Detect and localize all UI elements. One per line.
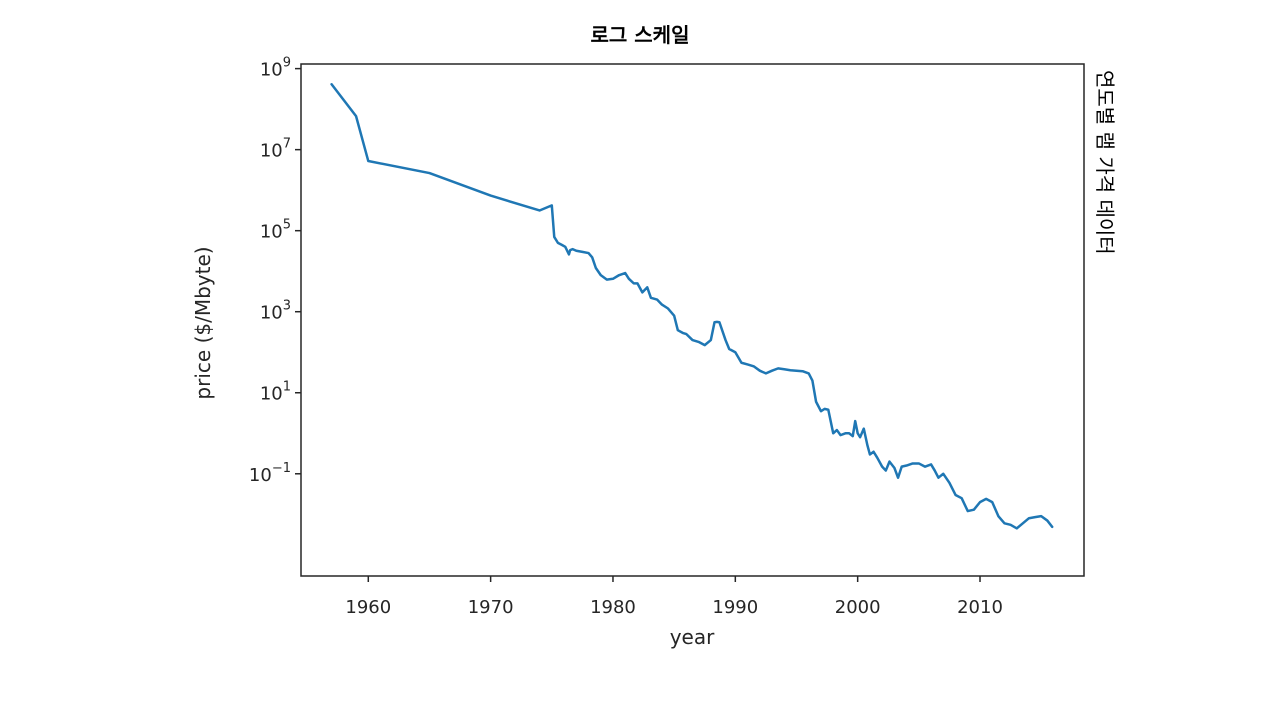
y-tick-label: 101	[260, 380, 291, 405]
y-tick-label: 103	[260, 299, 291, 324]
side-label: 연도별 램 가격 데이터	[1093, 70, 1117, 255]
x-axis-label: year	[670, 625, 715, 649]
plot-area-frame	[300, 63, 1085, 577]
y-tick-label: 105	[260, 218, 291, 243]
y-tick-label: 107	[260, 137, 291, 162]
x-tick-label: 1970	[468, 597, 514, 618]
x-tick-label: 1960	[345, 597, 391, 618]
x-tick-label: 2010	[957, 597, 1003, 618]
x-tick-label: 1990	[712, 597, 758, 618]
y-axis: 109 107 105 103 101 10−1	[249, 56, 301, 486]
y-axis-label: price ($/Mbyte)	[191, 246, 215, 399]
price-series-line	[330, 83, 1054, 530]
x-tick-label: 1980	[590, 597, 636, 618]
y-tick-label: 10−1	[249, 461, 291, 486]
y-tick-label: 109	[260, 56, 291, 81]
x-tick-label: 2000	[835, 597, 881, 618]
chart-title: 로그 스케일	[591, 23, 690, 47]
x-axis: 1960 1970 1980 1990 2000 2010	[345, 576, 1003, 618]
